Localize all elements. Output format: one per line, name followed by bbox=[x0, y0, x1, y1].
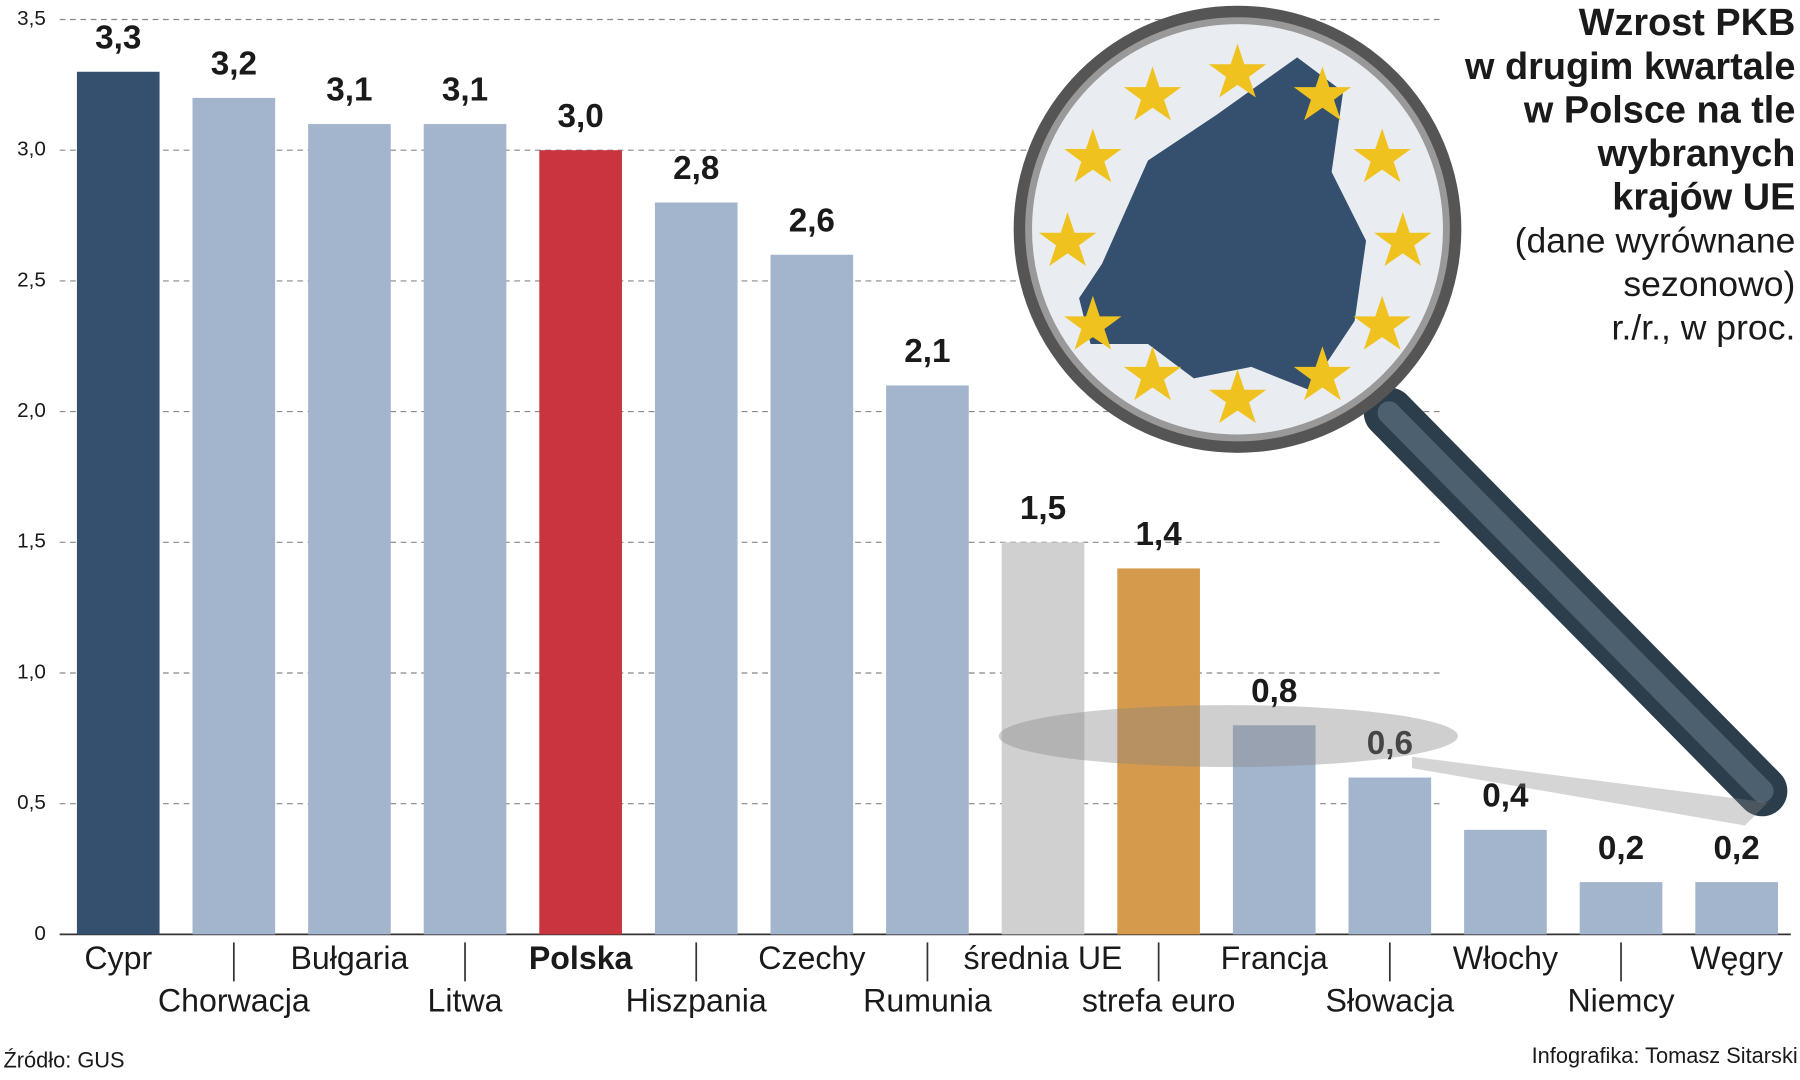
x-tick-label: Rumunia bbox=[863, 983, 992, 1019]
bar bbox=[1695, 882, 1778, 935]
bar bbox=[1232, 725, 1316, 935]
value-label: 0,2 bbox=[1714, 830, 1760, 867]
x-tick-label: Polska bbox=[529, 940, 634, 976]
bar bbox=[539, 150, 622, 935]
bar bbox=[886, 385, 969, 935]
y-tick-label: 3,5 bbox=[17, 7, 46, 30]
x-tick-label: Czechy bbox=[758, 940, 865, 976]
bar bbox=[423, 124, 507, 935]
value-label: 1,4 bbox=[1136, 516, 1183, 553]
plot: 0 0,5 1,0 1,5 2,0 2,5 3,0 3,5 3,3 Cypr 3,2 Chorwacj… bbox=[17, 7, 1791, 1019]
y-tick-label: 2,0 bbox=[17, 399, 46, 422]
bar bbox=[192, 97, 276, 935]
x-tick-label: Litwa bbox=[428, 983, 503, 1019]
magnifier bbox=[998, 5, 1788, 826]
value-label: 2,1 bbox=[904, 333, 950, 370]
y-tick-label: 0,5 bbox=[17, 791, 46, 814]
chart-title: krajów UE bbox=[1612, 177, 1795, 219]
value-label: 0,8 bbox=[1251, 673, 1297, 710]
y-tick-label: 3,0 bbox=[17, 138, 46, 161]
value-label: 1,5 bbox=[1020, 490, 1066, 527]
y-tick-label: 1,5 bbox=[17, 530, 46, 553]
value-label: 2,6 bbox=[789, 202, 835, 239]
x-tick-label: Hiszpania bbox=[626, 983, 767, 1019]
x-tick-label: Niemcy bbox=[1567, 983, 1674, 1019]
value-label: 2,8 bbox=[673, 150, 719, 187]
bar bbox=[654, 202, 738, 935]
x-tick-label: średnia UE bbox=[964, 940, 1123, 976]
value-label: 3,2 bbox=[211, 46, 257, 83]
value-label: 3,0 bbox=[558, 98, 604, 135]
bar bbox=[1117, 568, 1200, 935]
value-label: 3,3 bbox=[95, 19, 141, 56]
x-tick-label: Chorwacja bbox=[158, 983, 310, 1019]
bar bbox=[308, 124, 391, 935]
x-tick-label: Włochy bbox=[1453, 940, 1558, 976]
value-label: 0,6 bbox=[1367, 725, 1413, 762]
x-tick-label: Słowacja bbox=[1326, 983, 1455, 1019]
chart-title: w drugim kwartale bbox=[1464, 46, 1795, 88]
bar bbox=[76, 71, 160, 935]
y-tick-label: 2,5 bbox=[17, 268, 46, 291]
bar bbox=[1348, 777, 1432, 935]
value-label: 0,2 bbox=[1598, 830, 1644, 867]
y-tick-label: 0 bbox=[34, 922, 45, 945]
y-tick-label: 1,0 bbox=[17, 660, 46, 683]
chart-subtitle: sezonowo) bbox=[1623, 264, 1795, 304]
value-label: 0,4 bbox=[1482, 778, 1529, 815]
x-tick-label: Cypr bbox=[84, 940, 152, 976]
chart-title: wybranych bbox=[1597, 133, 1796, 175]
source: Źródło: GUS bbox=[3, 1047, 124, 1072]
chart-subtitle: r./r., w proc. bbox=[1612, 308, 1796, 348]
value-label: 3,1 bbox=[326, 72, 372, 109]
chart-subtitle: (dane wyrównane bbox=[1515, 220, 1796, 260]
bar bbox=[1464, 829, 1547, 935]
x-tick-label: Bułgaria bbox=[290, 940, 408, 976]
bar bbox=[1001, 542, 1085, 935]
x-tick-label: Węgry bbox=[1690, 940, 1783, 976]
bar bbox=[770, 254, 854, 935]
value-label: 3,1 bbox=[442, 72, 488, 109]
bar bbox=[1579, 882, 1663, 935]
chart-title: Wzrost PKB bbox=[1579, 2, 1796, 44]
chart-title: w Polsce na tle bbox=[1523, 89, 1796, 131]
x-tick-label: strefa euro bbox=[1082, 983, 1236, 1019]
credit: Infografika: Tomasz Sitarski bbox=[1532, 1043, 1798, 1068]
x-tick-label: Francja bbox=[1221, 940, 1328, 976]
